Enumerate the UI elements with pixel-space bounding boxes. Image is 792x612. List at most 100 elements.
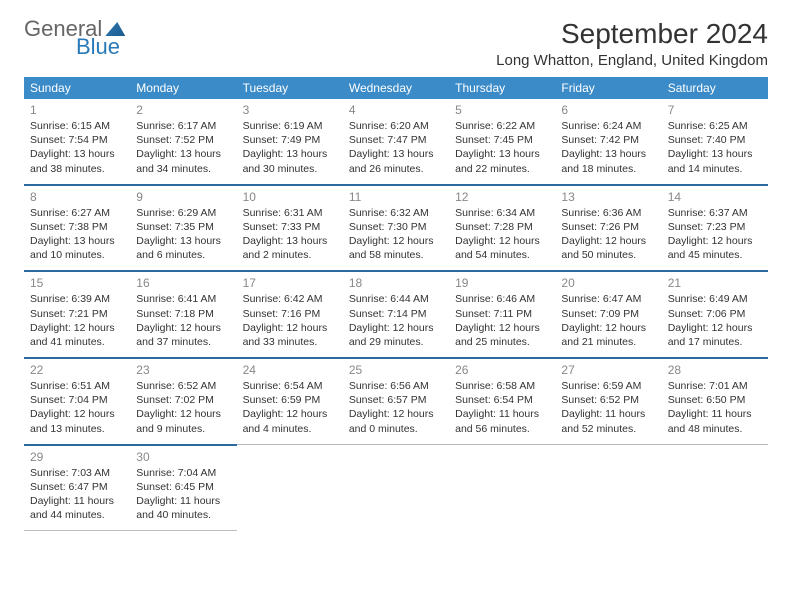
day-info: Sunrise: 6:58 AMSunset: 6:54 PMDaylight:… — [455, 379, 549, 436]
day-info: Sunrise: 6:20 AMSunset: 7:47 PMDaylight:… — [349, 119, 443, 176]
sunset-text: Sunset: 7:04 PM — [30, 393, 124, 407]
calendar-cell: 15Sunrise: 6:39 AMSunset: 7:21 PMDayligh… — [24, 271, 130, 358]
calendar-cell: 28Sunrise: 7:01 AMSunset: 6:50 PMDayligh… — [662, 358, 768, 445]
calendar-cell: 11 Sunrise: 6:32 AMSunset: 7:30 PMDayligh… — [343, 185, 449, 272]
sunrise-text: Sunrise: 6:22 AM — [455, 119, 549, 133]
day-number: 17 — [243, 276, 337, 290]
calendar-week-row: 29Sunrise: 7:03 AMSunset: 6:47 PMDayligh… — [24, 445, 768, 531]
sunrise-text: Sunrise: 7:03 AM — [30, 466, 124, 480]
day-info: Sunrise: 6:15 AMSunset: 7:54 PMDaylight:… — [30, 119, 124, 176]
daylight-text: Daylight: 13 hours and 6 minutes. — [136, 234, 230, 262]
daylight-text: Daylight: 12 hours and 0 minutes. — [349, 407, 443, 435]
calendar-cell: 27Sunrise: 6:59 AMSunset: 6:52 PMDayligh… — [555, 358, 661, 445]
sunset-text: Sunset: 7:11 PM — [455, 307, 549, 321]
calendar-cell: 30Sunrise: 7:04 AMSunset: 6:45 PMDayligh… — [130, 445, 236, 531]
daylight-text: Daylight: 12 hours and 21 minutes. — [561, 321, 655, 349]
day-number: 15 — [30, 276, 124, 290]
daylight-text: Daylight: 13 hours and 22 minutes. — [455, 147, 549, 175]
sunrise-text: Sunrise: 6:32 AM — [349, 206, 443, 220]
daylight-text: Daylight: 13 hours and 2 minutes. — [243, 234, 337, 262]
day-info: Sunrise: 7:03 AMSunset: 6:47 PMDaylight:… — [30, 466, 124, 523]
sunset-text: Sunset: 7:42 PM — [561, 133, 655, 147]
calendar-cell: 16Sunrise: 6:41 AMSunset: 7:18 PMDayligh… — [130, 271, 236, 358]
day-number: 21 — [668, 276, 762, 290]
day-info: Sunrise: 6:22 AMSunset: 7:45 PMDaylight:… — [455, 119, 549, 176]
month-title: September 2024 — [496, 18, 768, 50]
day-number: 19 — [455, 276, 549, 290]
daylight-text: Daylight: 13 hours and 26 minutes. — [349, 147, 443, 175]
daylight-text: Daylight: 11 hours and 56 minutes. — [455, 407, 549, 435]
day-info: Sunrise: 6:36 AMSunset: 7:26 PMDaylight:… — [561, 206, 655, 263]
calendar-cell: 19Sunrise: 6:46 AMSunset: 7:11 PMDayligh… — [449, 271, 555, 358]
sunrise-text: Sunrise: 6:15 AM — [30, 119, 124, 133]
sunrise-text: Sunrise: 6:29 AM — [136, 206, 230, 220]
daylight-text: Daylight: 13 hours and 14 minutes. — [668, 147, 762, 175]
daylight-text: Daylight: 13 hours and 10 minutes. — [30, 234, 124, 262]
sunset-text: Sunset: 7:45 PM — [455, 133, 549, 147]
day-number: 6 — [561, 103, 655, 117]
sunset-text: Sunset: 7:54 PM — [30, 133, 124, 147]
weekday-header: Saturday — [662, 77, 768, 99]
day-number: 18 — [349, 276, 443, 290]
daylight-text: Daylight: 12 hours and 13 minutes. — [30, 407, 124, 435]
day-number: 23 — [136, 363, 230, 377]
day-info: Sunrise: 6:32 AMSunset: 7:30 PMDaylight:… — [349, 206, 443, 263]
calendar-cell — [343, 445, 449, 531]
calendar-week-row: 8Sunrise: 6:27 AMSunset: 7:38 PMDaylight… — [24, 185, 768, 272]
sail-icon — [105, 22, 125, 36]
day-info: Sunrise: 6:29 AMSunset: 7:35 PMDaylight:… — [136, 206, 230, 263]
weekday-header: Wednesday — [343, 77, 449, 99]
title-block: September 2024 Long Whatton, England, Un… — [496, 18, 768, 69]
daylight-text: Daylight: 12 hours and 17 minutes. — [668, 321, 762, 349]
sunset-text: Sunset: 7:02 PM — [136, 393, 230, 407]
sunrise-text: Sunrise: 6:27 AM — [30, 206, 124, 220]
calendar-cell: 7Sunrise: 6:25 AMSunset: 7:40 PMDaylight… — [662, 99, 768, 185]
calendar-cell: 22Sunrise: 6:51 AMSunset: 7:04 PMDayligh… — [24, 358, 130, 445]
sunrise-text: Sunrise: 6:24 AM — [561, 119, 655, 133]
calendar-cell: 24Sunrise: 6:54 AMSunset: 6:59 PMDayligh… — [237, 358, 343, 445]
sunrise-text: Sunrise: 6:41 AM — [136, 292, 230, 306]
sunset-text: Sunset: 7:52 PM — [136, 133, 230, 147]
daylight-text: Daylight: 13 hours and 30 minutes. — [243, 147, 337, 175]
sunrise-text: Sunrise: 6:47 AM — [561, 292, 655, 306]
day-info: Sunrise: 7:01 AMSunset: 6:50 PMDaylight:… — [668, 379, 762, 436]
calendar-cell: 23Sunrise: 6:52 AMSunset: 7:02 PMDayligh… — [130, 358, 236, 445]
day-info: Sunrise: 7:04 AMSunset: 6:45 PMDaylight:… — [136, 466, 230, 523]
sunset-text: Sunset: 7:21 PM — [30, 307, 124, 321]
daylight-text: Daylight: 13 hours and 34 minutes. — [136, 147, 230, 175]
day-number: 25 — [349, 363, 443, 377]
sunset-text: Sunset: 7:26 PM — [561, 220, 655, 234]
sunset-text: Sunset: 7:33 PM — [243, 220, 337, 234]
sunset-text: Sunset: 7:14 PM — [349, 307, 443, 321]
day-info: Sunrise: 6:44 AMSunset: 7:14 PMDaylight:… — [349, 292, 443, 349]
day-info: Sunrise: 6:27 AMSunset: 7:38 PMDaylight:… — [30, 206, 124, 263]
logo: General Blue — [24, 18, 125, 58]
sunrise-text: Sunrise: 6:44 AM — [349, 292, 443, 306]
day-number: 22 — [30, 363, 124, 377]
daylight-text: Daylight: 11 hours and 44 minutes. — [30, 494, 124, 522]
sunset-text: Sunset: 7:47 PM — [349, 133, 443, 147]
sunset-text: Sunset: 7:28 PM — [455, 220, 549, 234]
calendar-cell: 8Sunrise: 6:27 AMSunset: 7:38 PMDaylight… — [24, 185, 130, 272]
sunset-text: Sunset: 7:40 PM — [668, 133, 762, 147]
sunrise-text: Sunrise: 6:52 AM — [136, 379, 230, 393]
daylight-text: Daylight: 11 hours and 48 minutes. — [668, 407, 762, 435]
day-info: Sunrise: 6:31 AMSunset: 7:33 PMDaylight:… — [243, 206, 337, 263]
sunset-text: Sunset: 7:23 PM — [668, 220, 762, 234]
sunrise-text: Sunrise: 6:19 AM — [243, 119, 337, 133]
sunrise-text: Sunrise: 6:17 AM — [136, 119, 230, 133]
sunset-text: Sunset: 6:59 PM — [243, 393, 337, 407]
calendar-cell: 3Sunrise: 6:19 AMSunset: 7:49 PMDaylight… — [237, 99, 343, 185]
daylight-text: Daylight: 12 hours and 58 minutes. — [349, 234, 443, 262]
day-number: 24 — [243, 363, 337, 377]
day-info: Sunrise: 6:37 AMSunset: 7:23 PMDaylight:… — [668, 206, 762, 263]
daylight-text: Daylight: 11 hours and 40 minutes. — [136, 494, 230, 522]
day-number: 1 — [30, 103, 124, 117]
calendar-cell — [662, 445, 768, 531]
calendar-cell: 6 Sunrise: 6:24 AMSunset: 7:42 PMDaylight… — [555, 99, 661, 185]
sunset-text: Sunset: 7:38 PM — [30, 220, 124, 234]
day-info: Sunrise: 6:24 AMSunset: 7:42 PMDaylight:… — [561, 119, 655, 176]
daylight-text: Daylight: 12 hours and 54 minutes. — [455, 234, 549, 262]
day-number: 27 — [561, 363, 655, 377]
day-number: 11 — [349, 190, 443, 204]
